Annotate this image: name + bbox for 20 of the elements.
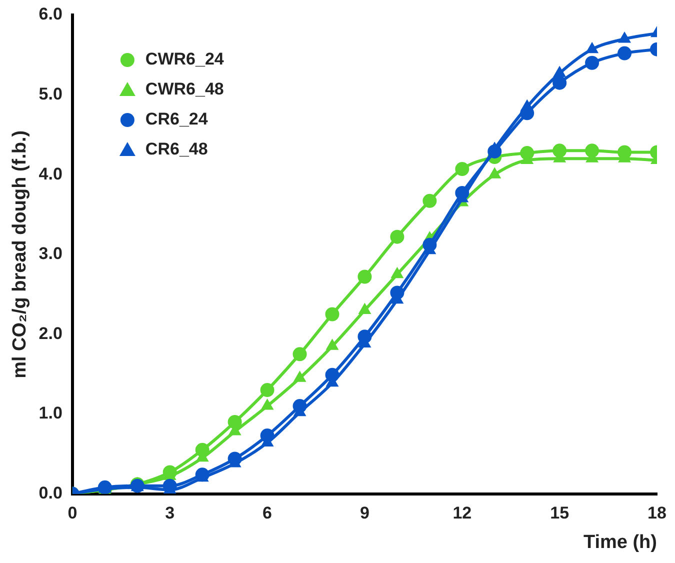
x-tick-label: 12 [452,504,472,523]
legend-label: CR6_24 [145,110,208,129]
x-axis-title: Time (h) [583,532,657,553]
legend-label: CWR6_24 [145,50,224,69]
y-tick-label: 1.0 [38,404,62,423]
x-tick-label: 6 [262,504,272,523]
y-axis-title: ml CO₂/g bread dough (f.b.) [10,130,31,378]
x-tick-label: 0 [68,504,78,523]
legend-label: CR6_48 [145,140,208,159]
y-tick-label: 6.0 [38,4,62,24]
x-tick-label: 15 [550,504,570,523]
x-tick-label: 9 [360,504,370,523]
legend-label: CWR6_48 [145,80,224,99]
x-tick-label: 18 [648,504,666,523]
y-tick-label: 4.0 [38,164,62,184]
y-tick-label: 0.0 [38,483,62,502]
y-tick-label: 5.0 [38,84,62,104]
x-tick-label: 3 [165,504,175,523]
y-tick-label: 3.0 [38,244,62,264]
y-tick-label: 2.0 [38,324,62,343]
